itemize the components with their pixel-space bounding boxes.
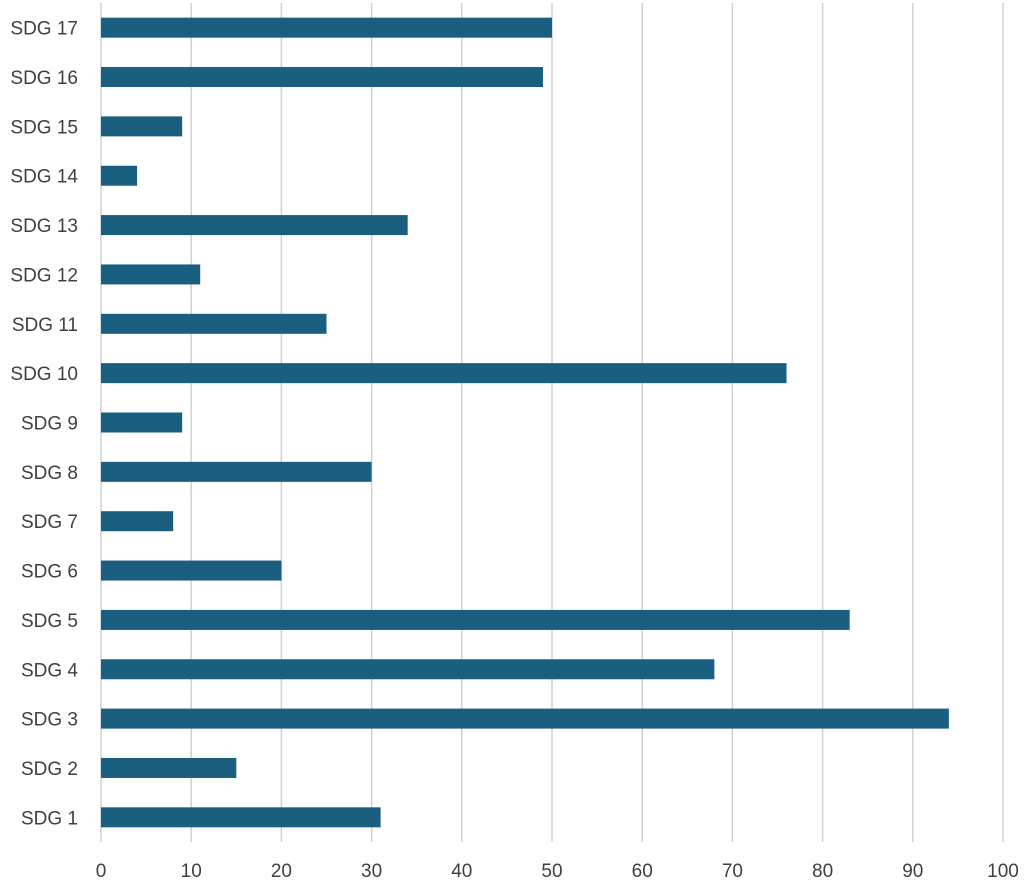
bar-sdg-15: [101, 116, 183, 137]
bar-sdg-16: [101, 67, 543, 88]
bar-sdg-3: [101, 708, 949, 729]
category-label: SDG 11: [12, 315, 78, 336]
x-tick-label: 80: [812, 861, 833, 882]
bar-sdg-2: [101, 757, 237, 778]
x-tick-label: 90: [902, 861, 923, 882]
category-label: SDG 16: [10, 68, 78, 89]
bar-sdg-5: [101, 609, 850, 630]
category-label: SDG 6: [21, 562, 78, 583]
category-label: SDG 8: [21, 463, 78, 484]
gridlines: [100, 3, 1004, 842]
bar-sdg-4: [101, 659, 715, 680]
category-label: SDG 2: [21, 759, 78, 780]
category-label: SDG 7: [21, 512, 78, 533]
bar-sdg-1: [101, 807, 381, 828]
category-label: SDG 10: [10, 364, 78, 385]
category-label: SDG 1: [21, 808, 78, 829]
bar-sdg-7: [101, 511, 174, 532]
bar-sdg-8: [101, 461, 372, 482]
bar-sdg-12: [101, 264, 201, 285]
x-tick-label: 30: [361, 861, 382, 882]
bar-sdg-10: [101, 363, 787, 384]
x-tick-label: 50: [541, 861, 562, 882]
bars: [101, 17, 949, 828]
x-tick-label: 60: [632, 861, 653, 882]
bar-sdg-9: [101, 412, 183, 433]
x-tick-label: 20: [271, 861, 292, 882]
x-tick-label: 100: [987, 861, 1019, 882]
x-tick-label: 0: [96, 861, 107, 882]
category-label: SDG 12: [10, 265, 78, 286]
category-label: SDG 13: [10, 216, 78, 237]
category-label: SDG 4: [21, 660, 78, 681]
bar-sdg-17: [101, 17, 552, 38]
bar-sdg-6: [101, 560, 282, 581]
bar-sdg-13: [101, 215, 408, 236]
x-tick-label: 40: [451, 861, 472, 882]
x-tick-label: 70: [722, 861, 743, 882]
x-tick-label: 10: [181, 861, 202, 882]
category-label: SDG 17: [10, 19, 78, 40]
x-tick-labels: 0 10 20 30 40 50 60 70 80 90 100: [96, 861, 1019, 882]
category-labels: SDG 1 SDG 2 SDG 3 SDG 4 SDG 5 SDG 6 SDG 7 SDG 8…: [10, 19, 78, 830]
category-label: SDG 14: [10, 167, 78, 188]
bar-sdg-14: [101, 165, 138, 186]
category-label: SDG 5: [21, 611, 78, 632]
category-label: SDG 15: [10, 117, 78, 138]
category-label: SDG 9: [21, 414, 78, 435]
bar-sdg-11: [101, 313, 327, 334]
category-label: SDG 3: [21, 710, 78, 731]
